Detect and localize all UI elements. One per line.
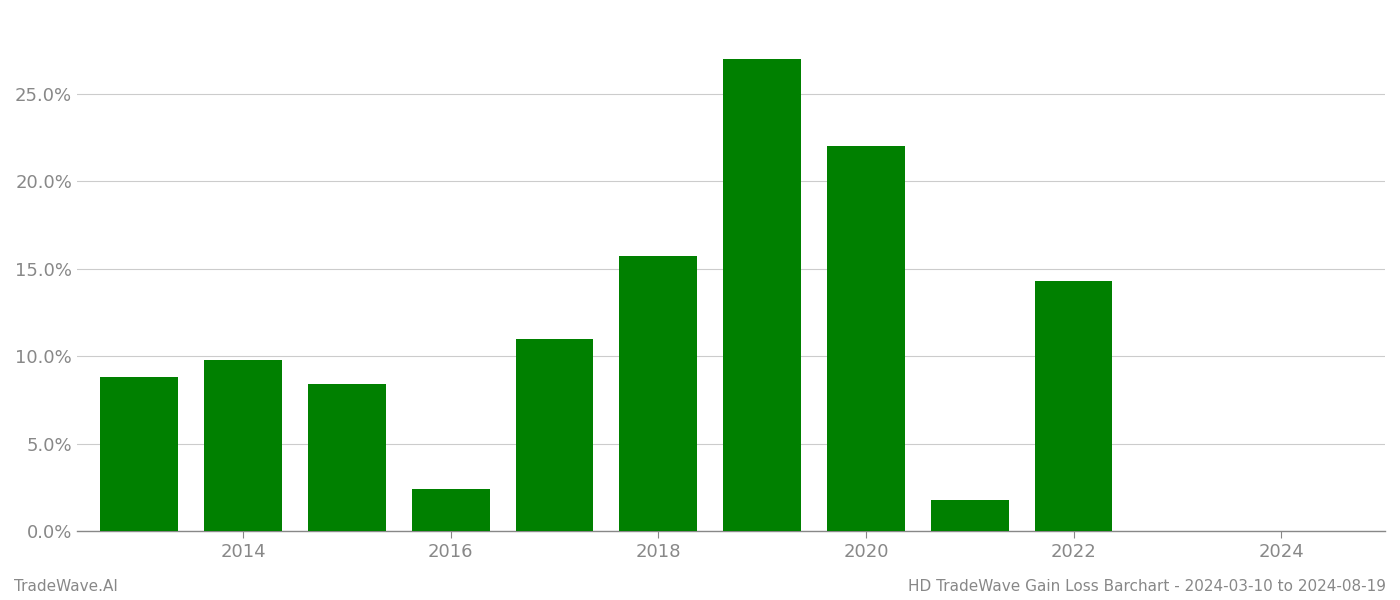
Bar bbox=[1035, 281, 1113, 531]
Bar bbox=[101, 377, 178, 531]
Text: HD TradeWave Gain Loss Barchart - 2024-03-10 to 2024-08-19: HD TradeWave Gain Loss Barchart - 2024-0… bbox=[909, 579, 1386, 594]
Bar bbox=[515, 339, 594, 531]
Bar bbox=[619, 256, 697, 531]
Bar bbox=[931, 500, 1008, 531]
Bar bbox=[827, 146, 904, 531]
Bar bbox=[308, 384, 386, 531]
Bar bbox=[412, 489, 490, 531]
Bar bbox=[204, 360, 281, 531]
Text: TradeWave.AI: TradeWave.AI bbox=[14, 579, 118, 594]
Bar bbox=[724, 59, 801, 531]
